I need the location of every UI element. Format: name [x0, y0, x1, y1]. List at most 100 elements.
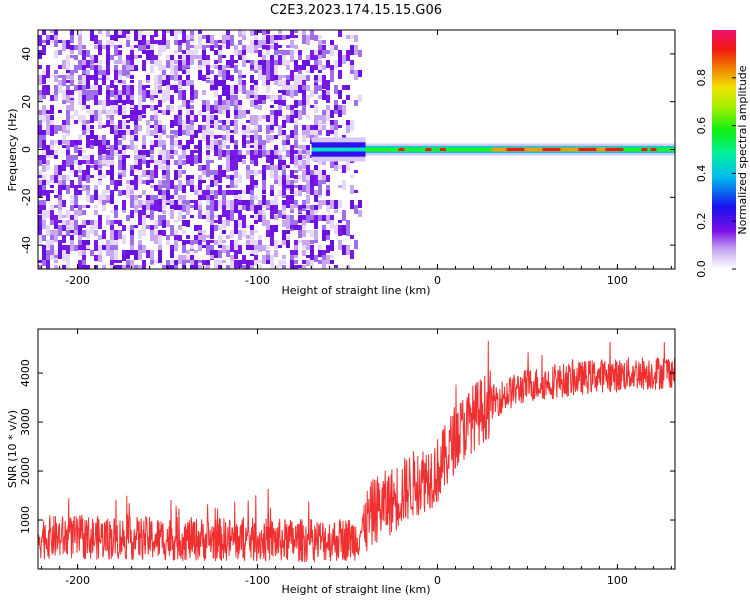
heat-cell	[94, 245, 98, 251]
heat-cell	[298, 85, 302, 93]
heat-cell	[154, 195, 158, 204]
heat-cell	[110, 210, 114, 213]
heat-cell	[358, 70, 362, 77]
heat-cell	[74, 205, 78, 208]
heat-cell	[286, 230, 290, 234]
heat-cell	[42, 210, 46, 219]
heat-cell	[78, 145, 82, 148]
heat-cell	[242, 35, 246, 40]
heat-cell	[274, 65, 278, 75]
heat-cell	[318, 95, 322, 99]
band-core	[359, 147, 363, 152]
heat-cell	[82, 50, 86, 61]
heat-cell	[198, 245, 202, 251]
heat-cell	[102, 110, 106, 114]
heat-cell	[58, 190, 62, 198]
heat-cell	[158, 90, 162, 93]
x-tick-label: 100	[607, 274, 628, 287]
heat-cell	[158, 195, 162, 199]
band-core	[350, 147, 354, 152]
heat-cell	[42, 75, 46, 84]
heat-cell	[270, 135, 274, 142]
heat-cell	[346, 95, 350, 100]
heat-cell	[314, 85, 318, 94]
heat-cell	[254, 40, 258, 47]
heat-cell	[254, 155, 258, 166]
heat-cell	[202, 215, 206, 219]
heat-cell	[306, 195, 310, 204]
heat-cell	[62, 175, 66, 181]
heat-cell	[102, 105, 106, 114]
heat-cell	[250, 115, 254, 125]
heat-cell	[334, 105, 338, 110]
heat-cell	[258, 240, 262, 249]
heat-cell	[114, 255, 118, 259]
heat-cell	[54, 220, 58, 228]
heat-cell	[194, 240, 198, 244]
heat-cell	[82, 220, 86, 227]
heat-cell	[94, 90, 98, 95]
heat-cell	[334, 45, 338, 50]
heat-cell	[266, 260, 270, 264]
heat-cell	[134, 155, 138, 163]
heat-cell	[166, 200, 170, 203]
heat-cell	[154, 110, 158, 119]
heat-cell	[62, 40, 66, 51]
heat-cell	[158, 180, 162, 189]
heat-cell	[150, 185, 154, 188]
heat-cell	[186, 210, 190, 215]
heat-cell	[178, 195, 182, 202]
heat-cell	[238, 40, 242, 45]
band-core	[530, 147, 534, 152]
heat-cell	[98, 30, 102, 34]
heat-cell	[174, 140, 178, 147]
heat-cell	[338, 50, 342, 60]
heat-cell	[78, 265, 82, 269]
heat-cell	[350, 185, 354, 194]
heat-cell	[158, 205, 162, 212]
x-tick-label: -200	[65, 274, 90, 287]
heat-cell	[170, 120, 174, 128]
heat-cell	[42, 45, 46, 55]
heat-cell	[150, 260, 154, 264]
heat-cell	[162, 265, 166, 269]
heat-cell	[294, 260, 298, 264]
heat-cell	[174, 190, 178, 195]
heat-cell	[50, 190, 54, 193]
heat-cell	[90, 75, 94, 80]
heat-cell	[262, 100, 266, 104]
heat-cell	[174, 60, 178, 64]
heat-cell	[54, 260, 58, 263]
heat-cell	[186, 180, 190, 186]
heat-cell	[338, 220, 342, 223]
heat-cell	[78, 35, 82, 46]
heat-cell	[246, 200, 250, 207]
heat-cell	[278, 80, 282, 85]
heat-cell	[306, 210, 310, 215]
heat-cell	[222, 70, 226, 81]
heat-cell	[222, 55, 226, 58]
heat-cell	[254, 80, 258, 85]
heat-cell	[290, 255, 294, 261]
heat-cell	[338, 125, 342, 128]
heat-cell	[142, 210, 146, 218]
heat-cell	[290, 110, 294, 116]
band-core	[560, 147, 564, 152]
heat-cell	[182, 100, 186, 107]
heat-cell	[326, 65, 330, 68]
heat-cell	[102, 200, 106, 206]
heat-cell	[102, 100, 106, 107]
heat-cell	[274, 225, 278, 232]
heat-cell	[306, 60, 310, 66]
heat-cell	[202, 90, 206, 95]
heat-cell	[262, 60, 266, 69]
heat-cell	[134, 225, 138, 228]
heat-cell	[198, 110, 202, 116]
heat-cell	[222, 45, 226, 48]
heat-cell	[198, 205, 202, 214]
heat-cell	[154, 90, 158, 94]
heat-cell	[178, 255, 182, 264]
heat-cell	[270, 115, 274, 126]
heat-cell	[226, 210, 230, 220]
heat-cell	[178, 200, 182, 207]
